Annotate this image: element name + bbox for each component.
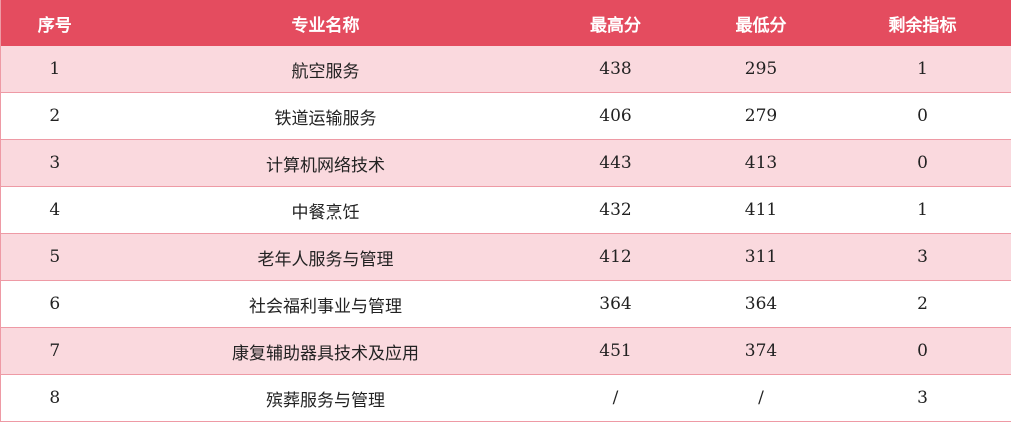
cell-major: 计算机网络技术 [108, 139, 543, 187]
cell-remaining: 2 [833, 280, 1011, 328]
cell-major: 社会福利事业与管理 [108, 280, 543, 328]
cell-remaining: 0 [833, 92, 1011, 140]
cell-min-score: 411 [688, 186, 834, 234]
cell-max-score: 443 [542, 139, 689, 187]
table-row: 3 计算机网络技术 443 413 0 [0, 139, 1011, 187]
cell-major: 殡葬服务与管理 [108, 374, 543, 422]
table-row: 7 康复辅助器具技术及应用 451 374 0 [0, 327, 1011, 375]
cell-min-score: 364 [688, 280, 834, 328]
cell-max-score: 438 [542, 46, 689, 93]
cell-max-score: 406 [542, 92, 689, 140]
cell-min-score: 311 [688, 233, 834, 281]
header-max-score: 最高分 [542, 0, 689, 46]
cell-major: 老年人服务与管理 [108, 233, 543, 281]
cell-index: 1 [0, 46, 109, 93]
header-index: 序号 [0, 0, 109, 46]
table-row: 8 殡葬服务与管理 //3 [0, 374, 1011, 422]
cell-major: 康复辅助器具技术及应用 [108, 327, 543, 375]
table-row: 6 社会福利事业与管理 364 364 2 [0, 280, 1011, 328]
cell-min-score: 279 [688, 92, 834, 140]
header-remaining: 剩余指标 [833, 0, 1011, 46]
header-row: 序号 专业名称 最高分 最低分 剩余指标 [0, 0, 1011, 46]
cell-index: 8 [0, 374, 109, 422]
cell-max-score: / [542, 374, 689, 422]
cell-index: 6 [0, 280, 109, 328]
cell-index: 5 [0, 233, 109, 281]
cell-remaining: 3 [833, 233, 1011, 281]
header-major: 专业名称 [108, 0, 543, 46]
table-row: 1 航空服务 438 295 1 [0, 46, 1011, 93]
cell-min-score: / [688, 374, 834, 422]
cell-min-score: 413 [688, 139, 834, 187]
cell-max-score: 412 [542, 233, 689, 281]
cell-max-score: 364 [542, 280, 689, 328]
cell-index: 7 [0, 327, 109, 375]
cell-remaining: 3 [833, 374, 1011, 422]
cell-major: 航空服务 [108, 46, 543, 93]
cell-remaining: 1 [833, 186, 1011, 234]
cell-min-score: 374 [688, 327, 834, 375]
cell-remaining: 0 [833, 139, 1011, 187]
header-min-score: 最低分 [688, 0, 834, 46]
cell-min-score: 295 [688, 46, 834, 93]
cell-remaining: 0 [833, 327, 1011, 375]
cell-remaining: 1 [833, 46, 1011, 93]
table-row: 5 老年人服务与管理 412 311 3 [0, 233, 1011, 281]
cell-index: 4 [0, 186, 109, 234]
cell-max-score: 451 [542, 327, 689, 375]
table-row: 2 铁道运输服务 406 279 0 [0, 92, 1011, 140]
cell-index: 3 [0, 139, 109, 187]
cell-major: 中餐烹饪 [108, 186, 543, 234]
cell-major: 铁道运输服务 [108, 92, 543, 140]
table-row: 4 中餐烹饪 432 411 1 [0, 186, 1011, 234]
cell-max-score: 432 [542, 186, 689, 234]
cell-index: 2 [0, 92, 109, 140]
